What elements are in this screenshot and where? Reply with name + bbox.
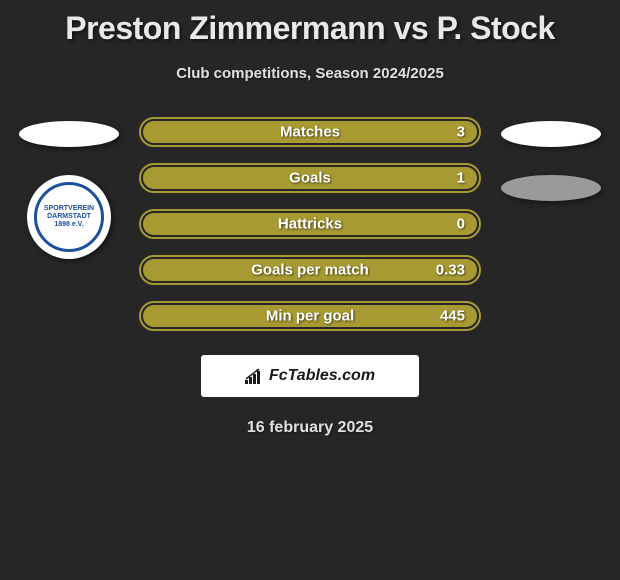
stat-value: 1 [457, 170, 465, 187]
stat-row-goals: Goals 1 [139, 163, 481, 193]
date-line: 16 february 2025 [0, 419, 620, 437]
stat-label: Matches [280, 124, 340, 141]
club-badge-text: SPORTVEREIN DARMSTADT 1898 e.V. [34, 182, 104, 252]
attribution-badge: FcTables.com [201, 355, 419, 397]
comparison-card: Preston Zimmermann vs P. Stock Club comp… [0, 0, 620, 437]
stat-value: 0 [457, 216, 465, 233]
left-player-ellipse [19, 121, 119, 147]
attribution-text: FcTables.com [269, 367, 375, 385]
right-player-ellipse-bottom [501, 175, 601, 201]
stat-value: 3 [457, 124, 465, 141]
right-player-ellipse-top [501, 121, 601, 147]
stat-label: Min per goal [266, 308, 354, 325]
left-player-club-badge: SPORTVEREIN DARMSTADT 1898 e.V. [27, 175, 111, 259]
chart-icon [245, 368, 263, 384]
stat-value: 0.33 [436, 262, 465, 279]
stat-row-matches: Matches 3 [139, 117, 481, 147]
page-title: Preston Zimmermann vs P. Stock [0, 10, 620, 47]
stat-row-min-per-goal: Min per goal 445 [139, 301, 481, 331]
stat-label: Hattricks [278, 216, 342, 233]
main-area: SPORTVEREIN DARMSTADT 1898 e.V. Matches … [0, 117, 620, 331]
stats-column: Matches 3 Goals 1 Hattricks 0 Goals per … [139, 117, 481, 331]
stat-value: 445 [440, 308, 465, 325]
stat-label: Goals per match [251, 262, 369, 279]
left-player-col: SPORTVEREIN DARMSTADT 1898 e.V. [19, 117, 119, 259]
right-player-col [501, 117, 601, 201]
stat-row-goals-per-match: Goals per match 0.33 [139, 255, 481, 285]
subtitle: Club competitions, Season 2024/2025 [0, 65, 620, 82]
stat-row-hattricks: Hattricks 0 [139, 209, 481, 239]
stat-label: Goals [289, 170, 331, 187]
